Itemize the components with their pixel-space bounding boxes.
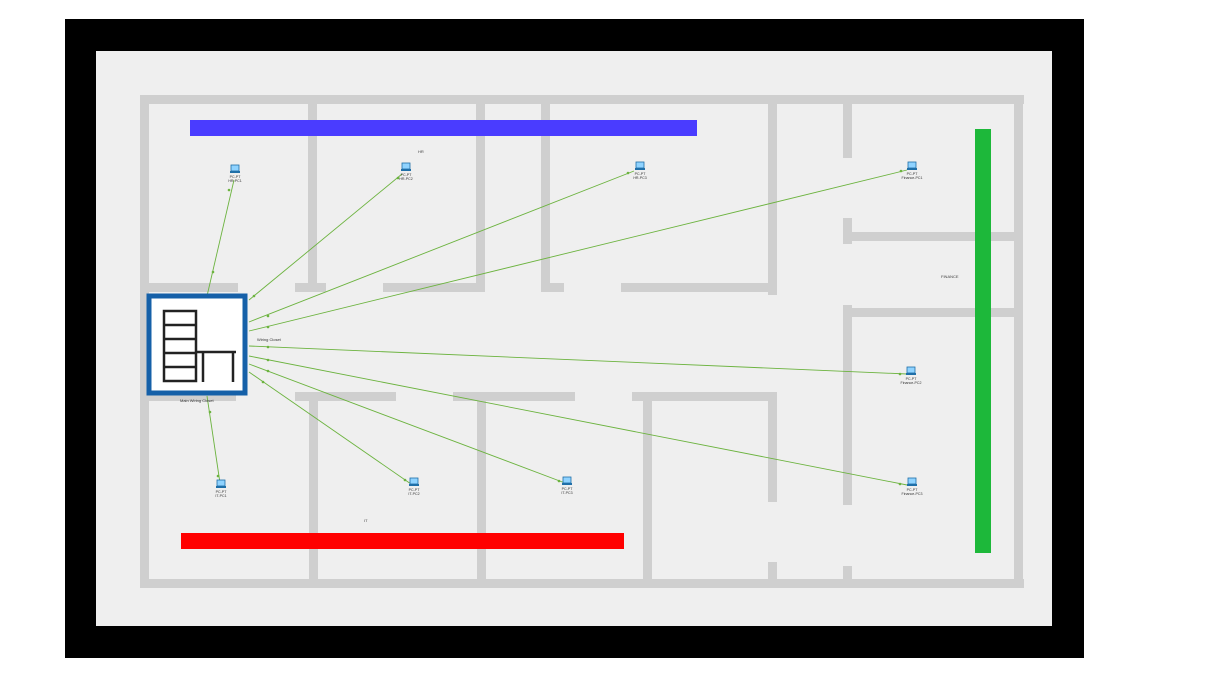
device-model: PC-PT xyxy=(401,173,413,177)
pc-icon xyxy=(907,161,917,170)
pc-icon xyxy=(635,161,645,170)
cable-fin2 xyxy=(248,345,908,375)
cable-it1 xyxy=(206,395,221,484)
wiring-closet-icon xyxy=(162,309,236,383)
cable-hr2 xyxy=(248,173,403,301)
pc-icon xyxy=(401,162,411,171)
device-it2[interactable]: PC-PT IT-PC2 xyxy=(408,477,421,496)
room-label-finance: FINANCE xyxy=(941,274,959,279)
cable-it3 xyxy=(248,363,566,484)
device-finance2[interactable]: PC-PT Finance-PC2 xyxy=(901,366,922,385)
cable-hr1 xyxy=(206,179,235,297)
device-name: HR-PC3 xyxy=(633,176,646,180)
device-model: PC-PT xyxy=(409,488,421,492)
device-name: Finance-PC2 xyxy=(901,381,922,385)
cable-fin1 xyxy=(248,169,908,332)
pc-icon xyxy=(906,366,916,375)
device-name: IT-PC3 xyxy=(561,491,572,495)
room-label-hr: HR xyxy=(418,149,424,154)
cable-hr3 xyxy=(248,170,635,323)
pc-icon xyxy=(907,477,917,486)
it-zone-bar xyxy=(181,533,624,549)
cable-fin3 xyxy=(248,355,908,486)
device-finance3[interactable]: PC-PT Finance-PC3 xyxy=(902,477,923,496)
device-name: HR-PC2 xyxy=(399,177,412,181)
cable-it2 xyxy=(248,371,412,485)
physical-workspace-floor[interactable] xyxy=(96,51,1052,626)
device-model: PC-PT xyxy=(906,377,918,381)
pc-icon xyxy=(216,479,226,488)
device-model: PC-PT xyxy=(907,172,919,176)
device-model: PC-PT xyxy=(635,172,647,176)
wiring-closet[interactable]: Wiring Closet Main Wiring Closet xyxy=(146,293,282,403)
wiring-closet-label: Wiring Closet xyxy=(257,337,282,342)
device-name: IT-PC1 xyxy=(215,494,226,498)
device-hr3[interactable]: PC-PT HR-PC3 xyxy=(633,161,647,180)
pc-icon xyxy=(562,476,572,485)
pc-icon xyxy=(230,164,240,173)
device-hr2[interactable]: PC-PT HR-PC2 xyxy=(399,162,413,181)
device-model: PC-PT xyxy=(230,175,242,179)
cables xyxy=(206,169,908,486)
device-it1[interactable]: PC-PT IT-PC1 xyxy=(215,479,228,498)
device-finance1[interactable]: PC-PT Finance-PC1 xyxy=(902,161,923,180)
device-it3[interactable]: PC-PT IT-PC3 xyxy=(561,476,574,495)
device-name: HR-PC1 xyxy=(228,179,241,183)
device-name: IT-PC2 xyxy=(408,492,419,496)
finance-zone-bar xyxy=(975,129,991,553)
wiring-closet-name: Main Wiring Closet xyxy=(180,398,214,403)
device-model: PC-PT xyxy=(907,488,919,492)
walls xyxy=(140,95,1024,588)
pc-icon xyxy=(409,477,419,486)
device-name: Finance-PC3 xyxy=(902,492,923,496)
device-hr1[interactable]: PC-PT HR-PC1 xyxy=(228,164,242,183)
hr-zone-bar xyxy=(190,120,697,136)
device-name: Finance-PC1 xyxy=(902,176,923,180)
device-model: PC-PT xyxy=(562,487,574,491)
device-model: PC-PT xyxy=(216,490,228,494)
room-label-it: IT xyxy=(364,518,368,523)
